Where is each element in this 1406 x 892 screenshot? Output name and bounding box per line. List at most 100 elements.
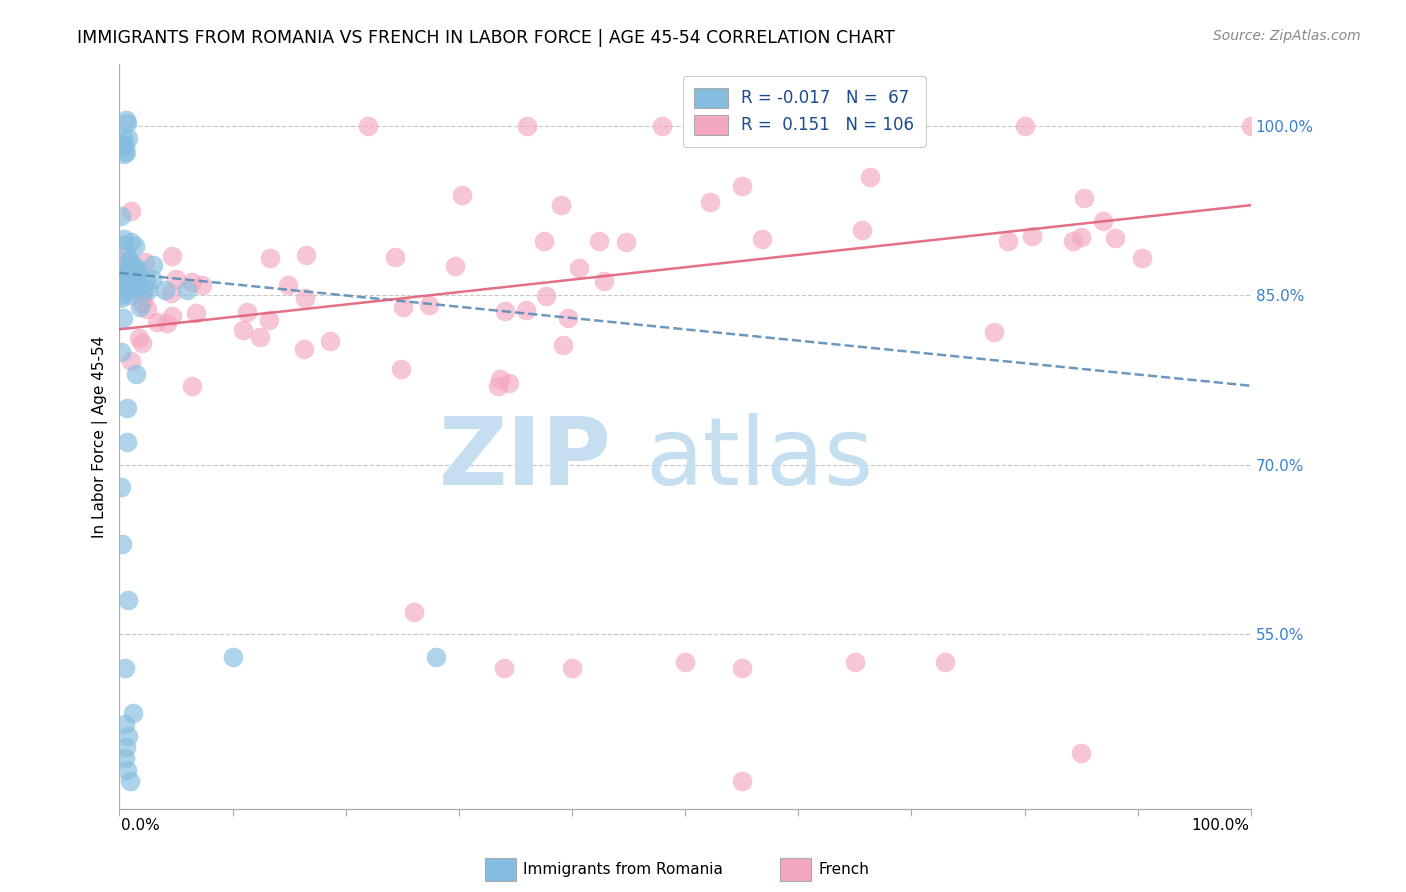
Point xyxy=(357,119,380,133)
Point xyxy=(136,283,159,297)
Point xyxy=(128,331,150,345)
Point xyxy=(120,354,142,368)
Point xyxy=(165,272,187,286)
Text: Immigrants from Romania: Immigrants from Romania xyxy=(523,863,723,877)
Point xyxy=(534,289,557,303)
Point xyxy=(110,287,132,301)
Point xyxy=(1073,191,1095,205)
Point xyxy=(117,593,139,607)
Point xyxy=(114,138,136,153)
Point xyxy=(418,298,440,312)
Point xyxy=(120,235,142,249)
Y-axis label: In Labor Force | Age 45-54: In Labor Force | Age 45-54 xyxy=(93,335,108,538)
Legend: R = -0.017   N =  67, R =  0.151   N = 106: R = -0.017 N = 67, R = 0.151 N = 106 xyxy=(683,76,925,147)
Point xyxy=(1014,119,1036,133)
Point xyxy=(120,204,142,219)
Point xyxy=(498,376,520,390)
Point xyxy=(425,649,447,664)
Point xyxy=(731,661,754,675)
Point xyxy=(124,368,146,382)
Point xyxy=(124,260,146,275)
Point xyxy=(553,337,575,351)
Point xyxy=(516,119,538,133)
Point xyxy=(115,112,138,127)
Point xyxy=(114,285,136,299)
Point xyxy=(127,271,149,285)
Text: ZIP: ZIP xyxy=(439,413,612,505)
Point xyxy=(111,141,134,155)
Text: atlas: atlas xyxy=(645,413,873,505)
Point xyxy=(115,435,138,450)
Point xyxy=(114,272,136,286)
Point xyxy=(115,145,138,159)
Point xyxy=(122,269,145,284)
Point xyxy=(122,268,145,282)
Point xyxy=(112,237,135,252)
Point xyxy=(295,248,318,262)
Point xyxy=(176,283,198,297)
Point xyxy=(114,258,136,272)
Point xyxy=(120,288,142,302)
Point xyxy=(122,706,145,720)
Point xyxy=(235,304,257,318)
Point xyxy=(124,276,146,290)
Point xyxy=(294,291,316,305)
Point xyxy=(486,378,509,392)
Point xyxy=(550,198,572,212)
Text: Source: ZipAtlas.com: Source: ZipAtlas.com xyxy=(1213,29,1361,43)
Point xyxy=(111,136,134,151)
Point xyxy=(292,343,315,357)
Point xyxy=(451,188,474,202)
Point xyxy=(115,266,138,280)
Point xyxy=(131,335,153,350)
Point xyxy=(115,254,138,268)
Point xyxy=(110,291,132,305)
Point xyxy=(135,274,157,288)
Point xyxy=(731,179,754,194)
Point xyxy=(110,277,132,292)
Text: 0.0%: 0.0% xyxy=(121,818,159,833)
Point xyxy=(731,773,754,788)
Point xyxy=(117,131,139,145)
Point xyxy=(1130,251,1153,265)
Point xyxy=(1062,235,1084,249)
Point xyxy=(112,311,135,326)
Point xyxy=(614,235,637,249)
Point xyxy=(533,234,555,248)
Point xyxy=(132,293,155,308)
Point xyxy=(122,270,145,285)
Point xyxy=(391,300,413,314)
Point xyxy=(114,661,136,675)
Point xyxy=(1070,746,1092,760)
Point xyxy=(128,286,150,301)
Point xyxy=(118,273,141,287)
Point xyxy=(160,310,183,324)
Point xyxy=(117,763,139,777)
Point xyxy=(118,262,141,277)
Point xyxy=(186,305,208,319)
Point xyxy=(277,277,299,292)
Point xyxy=(231,323,253,337)
Point xyxy=(122,263,145,277)
Point xyxy=(319,334,342,348)
Point xyxy=(112,147,135,161)
Point xyxy=(900,119,922,133)
Point xyxy=(751,232,773,246)
Point xyxy=(111,268,134,283)
Text: 100.0%: 100.0% xyxy=(1192,818,1250,833)
Point xyxy=(110,210,132,224)
Point xyxy=(389,361,412,376)
Point xyxy=(1070,229,1092,244)
Point xyxy=(145,315,167,329)
Point xyxy=(153,283,176,297)
Point xyxy=(494,304,516,318)
Point xyxy=(115,401,138,416)
Point xyxy=(131,287,153,301)
Point xyxy=(1240,119,1263,133)
Point xyxy=(121,279,143,293)
Point xyxy=(136,301,159,316)
Point xyxy=(191,277,214,292)
Point xyxy=(402,605,425,619)
Point xyxy=(673,656,696,670)
Point xyxy=(120,254,142,268)
